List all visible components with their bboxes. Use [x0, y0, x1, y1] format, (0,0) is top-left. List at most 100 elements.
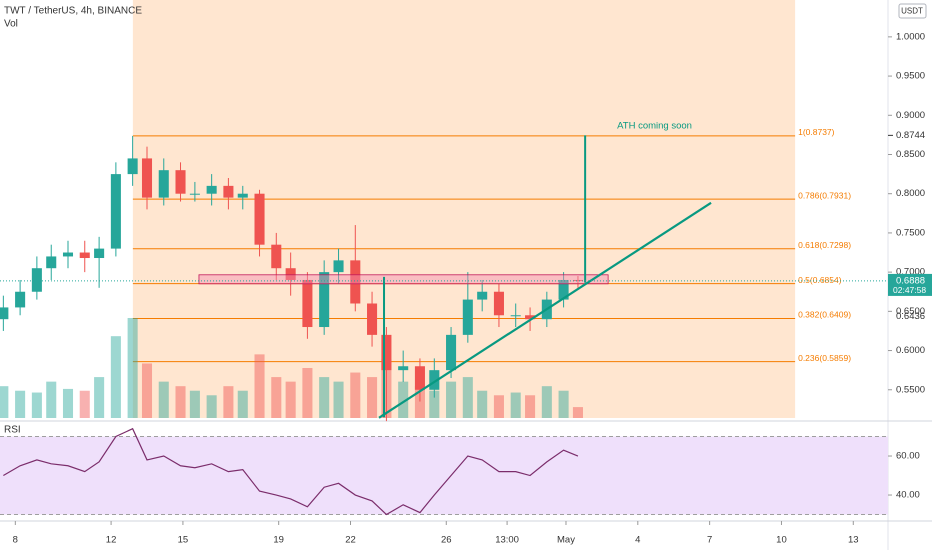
fib-label: 0.382(0.6409) [798, 310, 851, 320]
volume-bar [558, 390, 569, 418]
candle-body [429, 370, 440, 390]
volume-bar [127, 318, 138, 418]
candle-body [79, 252, 90, 259]
volume-bar [94, 377, 105, 418]
candle-body [158, 170, 169, 198]
candle-body [254, 193, 265, 245]
candle-body [510, 315, 521, 317]
volume-bar [429, 390, 440, 418]
chart-title: TWT / TetherUS, 4h, BINANCE [4, 6, 142, 17]
fib-shade [132, 0, 796, 418]
x-tick-label: 12 [106, 535, 117, 546]
x-tick-label: 13:00 [495, 535, 519, 546]
currency: USDT [901, 7, 923, 16]
x-tick-label: 8 [13, 535, 18, 546]
other-price-label: 0.6436 [896, 311, 925, 322]
y-tick-label: 0.5500 [896, 384, 925, 395]
volume-bar [398, 381, 409, 418]
y-tick-label: 1.0000 [896, 31, 925, 42]
fib-label: 0.5(0.6854) [798, 275, 842, 285]
candle-body [525, 315, 536, 320]
y-tick-label: 0.9500 [896, 71, 925, 82]
candle-body [302, 279, 313, 328]
rsi-tick-label: 60.00 [896, 451, 920, 462]
x-tick-label: 19 [273, 535, 284, 546]
volume-bar [572, 407, 583, 418]
trendline [378, 201, 712, 419]
volume-bar [15, 390, 26, 418]
candle-body [558, 279, 569, 300]
x-tick-label: 22 [345, 535, 356, 546]
candle-body [94, 248, 105, 259]
x-tick-label: 4 [635, 535, 640, 546]
volume-bar [285, 381, 296, 418]
high-price-label: 0.8744 [896, 130, 925, 141]
volume-bar [271, 377, 282, 418]
volume-bar [110, 336, 121, 418]
volume-bar [46, 381, 57, 418]
candle-body [206, 185, 217, 194]
volume-bar [62, 388, 74, 418]
candle-body [15, 291, 26, 308]
annotation: ATH coming soon [617, 120, 692, 131]
candle-body [398, 366, 409, 371]
candle-body [572, 279, 583, 281]
candle-body [175, 170, 186, 194]
x-tick-label: 7 [707, 535, 712, 546]
y-tick-label: 0.9000 [896, 110, 925, 121]
candle-body [223, 185, 234, 198]
y-tick-label: 0.7500 [896, 227, 925, 238]
x-tick-label: 26 [441, 535, 452, 546]
candle-body [477, 291, 488, 300]
y-tick-label: 0.8500 [896, 149, 925, 160]
rsi-tick-label: 40.00 [896, 490, 920, 501]
volume-bar [158, 381, 169, 418]
x-tick-label: 13 [848, 535, 859, 546]
x-tick-label: 10 [776, 535, 787, 546]
volume-bar [414, 386, 425, 418]
candle-body [319, 272, 330, 328]
volume-bar [254, 354, 265, 418]
rsi-line [3, 427, 579, 516]
plot: 1(0.8737) 0.786(0.7931) 0.618(0.7298) 0.5(0… [0, 0, 888, 422]
candle-body [333, 260, 344, 273]
x-tick-label: 15 [178, 535, 189, 546]
y-tick-label: 0.8000 [896, 188, 925, 199]
fib-label: 0.618(0.7298) [798, 240, 851, 250]
last-price-tag [888, 273, 932, 296]
candle-body [110, 174, 121, 249]
volume-bar [237, 390, 248, 418]
candle-body [0, 307, 9, 320]
candle-body [285, 268, 296, 280]
volume-bar [189, 390, 200, 418]
y-tick-label: 0.7000 [896, 267, 925, 278]
y-tick-label: 0.6000 [896, 345, 925, 356]
candle-body [446, 334, 457, 371]
volume-bar [541, 386, 552, 418]
volume-bar [319, 377, 330, 418]
candle-body [31, 268, 42, 292]
volume-bar [333, 381, 344, 418]
resistance-zone [198, 274, 609, 285]
candle-body [127, 158, 138, 175]
volume-bar [493, 395, 504, 418]
volume-bar [510, 392, 521, 418]
candle-body [462, 299, 473, 335]
volume-bar [141, 363, 153, 418]
volume-bar [525, 395, 536, 418]
fib-label: 1(0.8737) [798, 127, 835, 137]
candle-body [189, 193, 200, 195]
currency-box[interactable] [898, 3, 927, 19]
fib-label: 0.236(0.5859) [798, 353, 851, 363]
candle-body [414, 366, 425, 390]
volume-bar [367, 377, 378, 418]
volume-label: Vol [4, 19, 18, 30]
rsi-band [0, 436, 888, 515]
volume-bar [477, 390, 488, 418]
x-tick-label: May [557, 535, 575, 546]
fib-label: 0.786(0.7931) [798, 190, 851, 200]
candle-body [367, 303, 378, 335]
volume-bar [223, 386, 234, 418]
volume-bar [79, 390, 90, 418]
